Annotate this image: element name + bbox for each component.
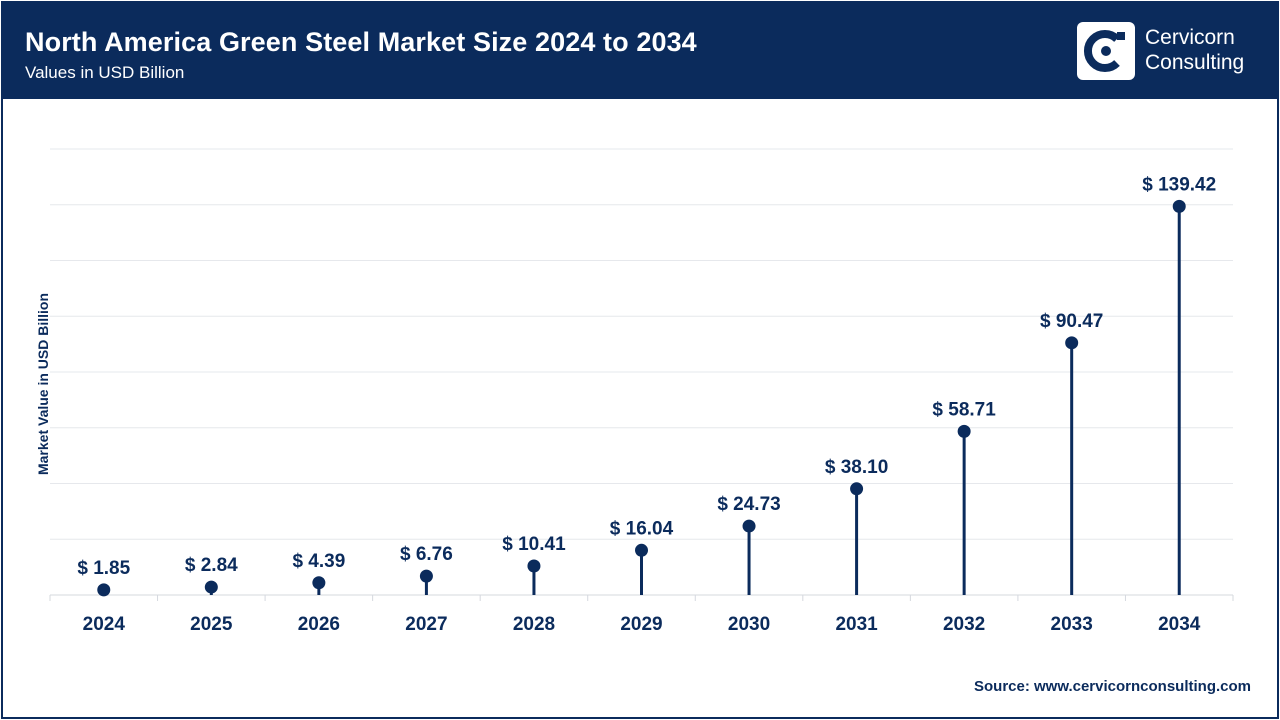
- x-axis-labels: 2024 2025 2026 2027 2028 2029 2030 2031 2032 2033…: [83, 614, 1201, 635]
- x-tick-label: 2024: [83, 614, 126, 635]
- data-point: [527, 559, 541, 573]
- chart-title: North America Green Steel Market Size 20…: [25, 27, 697, 57]
- x-tick-label: 2030: [728, 614, 770, 635]
- x-tick-label: 2031: [835, 614, 878, 635]
- logo-line-2: Consulting: [1145, 51, 1245, 74]
- data-label: $ 2.84: [185, 555, 238, 576]
- data-point: [957, 424, 971, 438]
- data-point: [312, 576, 326, 590]
- x-tick-label: 2033: [1051, 614, 1093, 635]
- lollipop-chart: Market Value in USD Billion $ 1.85 $ 2.84…: [35, 148, 1234, 635]
- x-tick-label: 2027: [405, 614, 447, 635]
- source-note: Source: www.cervicornconsulting.com: [973, 678, 1251, 695]
- grid-lines: [49, 148, 1234, 601]
- x-tick-label: 2029: [620, 614, 662, 635]
- data-label: $ 58.71: [932, 399, 996, 420]
- data-label: $ 139.42: [1142, 174, 1216, 195]
- logo-wordmark: Cervicorn Consulting: [1145, 25, 1244, 75]
- chart-subtitle: Values in USD Billion: [25, 63, 185, 82]
- data-point: [1065, 336, 1079, 350]
- header-bar: North America Green Steel Market Size 20…: [3, 3, 1277, 99]
- x-tick-label: 2025: [190, 614, 233, 635]
- data-point: [850, 482, 864, 496]
- data-marks: $ 1.85 $ 2.84 $ 4.39 $ 6.76 $ 10.41 $ 16.04 $ …: [77, 174, 1216, 597]
- data-label: $ 6.76: [400, 544, 453, 565]
- data-point: [97, 583, 111, 597]
- x-tick-label: 2034: [1158, 614, 1201, 635]
- logo-line-1: Cervicorn: [1145, 26, 1235, 49]
- data-label: $ 24.73: [717, 494, 780, 515]
- x-tick-label: 2026: [298, 614, 340, 635]
- data-point: [635, 543, 648, 557]
- data-label: $ 38.10: [825, 457, 888, 478]
- data-point: [419, 569, 433, 583]
- x-tick-label: 2028: [513, 614, 555, 635]
- data-point: [1172, 199, 1186, 213]
- data-label: $ 10.41: [502, 534, 566, 555]
- data-label: $ 4.39: [292, 551, 345, 572]
- y-axis-label: Market Value in USD Billion: [35, 293, 51, 475]
- logo-mark-icon: [1083, 30, 1125, 72]
- data-point: [742, 519, 756, 533]
- logo-icon: [1077, 22, 1135, 80]
- data-point: [204, 580, 218, 594]
- data-label: $ 90.47: [1040, 311, 1103, 332]
- x-tick-label: 2032: [943, 614, 985, 635]
- data-label: $ 16.04: [610, 518, 674, 539]
- data-label: $ 1.85: [77, 558, 130, 579]
